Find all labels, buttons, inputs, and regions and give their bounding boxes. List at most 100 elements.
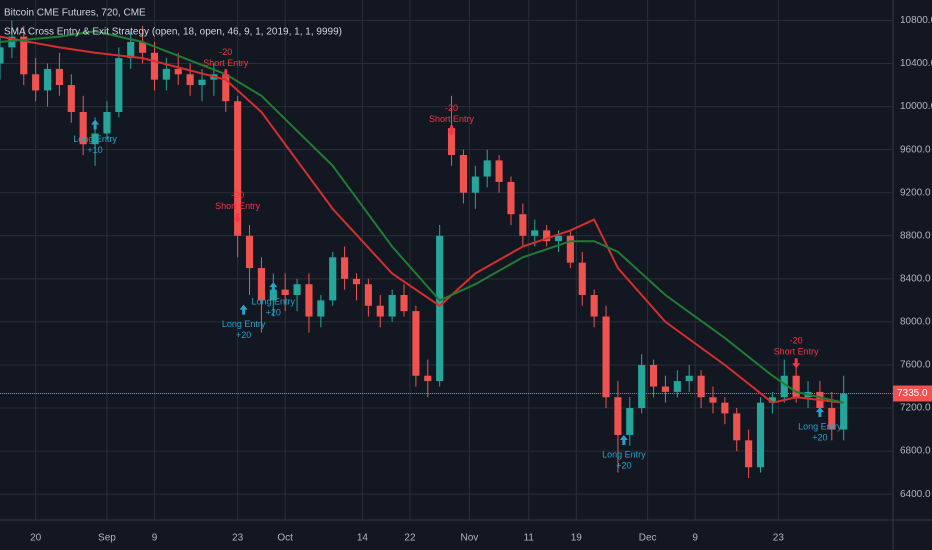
candle-body	[198, 79, 206, 86]
signal-label: Short Entry	[774, 347, 820, 357]
candle-body	[317, 300, 325, 317]
candle-body	[103, 111, 111, 134]
signal-qty: -20	[445, 103, 458, 113]
candle-body	[685, 375, 693, 382]
signal-qty: +20	[266, 307, 281, 317]
signal-label: Long Entry	[798, 421, 842, 431]
x-tick-label: 23	[773, 533, 785, 544]
signal-qty: +20	[812, 432, 827, 442]
candle-body	[638, 364, 646, 409]
candle-body	[721, 402, 729, 414]
x-tick-label: 19	[571, 533, 583, 544]
signal-label: Short Entry	[203, 58, 249, 68]
candle-body	[55, 68, 63, 86]
signal-qty: +10	[87, 145, 102, 155]
candle-body	[412, 311, 420, 376]
candle-body	[174, 68, 182, 75]
candle-body	[733, 413, 741, 441]
candle-body	[245, 235, 254, 269]
candle-body	[626, 408, 634, 435]
candle-body	[376, 305, 384, 317]
candle-body	[150, 52, 159, 80]
y-tick-label: 8800.0	[900, 230, 931, 241]
candle-body	[329, 257, 337, 301]
candle-body	[614, 397, 622, 435]
x-tick-label: Sep	[98, 533, 116, 544]
x-tick-label: 9	[152, 533, 158, 544]
signal-qty: -20	[219, 47, 232, 57]
candle-body	[661, 386, 670, 392]
x-tick-label: Oct	[277, 533, 293, 544]
last-price-tag	[893, 385, 932, 402]
candle-body	[115, 58, 123, 112]
candle-body	[79, 111, 87, 145]
candle-body	[709, 397, 717, 403]
y-tick-label: 9200.0	[900, 187, 931, 198]
candle-body	[305, 284, 313, 317]
long-arrow	[619, 434, 628, 445]
x-tick-label: 9	[692, 533, 698, 544]
short-arrow	[233, 212, 242, 223]
y-tick-label: 10400.0	[900, 58, 932, 69]
candle-body	[127, 41, 135, 59]
y-tick-label: 6400.0	[900, 489, 931, 500]
candle-body	[388, 294, 396, 317]
last-price-label: 7335.0	[897, 388, 928, 399]
sma-line	[0, 35, 844, 404]
candle-body	[495, 160, 503, 182]
candle-body	[768, 397, 776, 403]
candle-body	[32, 74, 40, 91]
candle-body	[352, 278, 361, 285]
candle-body	[0, 47, 4, 64]
y-tick-label: 10000.0	[900, 101, 932, 112]
candle-body	[257, 268, 265, 301]
short-arrow	[792, 358, 801, 369]
candle-body	[554, 235, 563, 242]
candle-body	[756, 402, 765, 468]
candle-body	[673, 381, 681, 392]
candle-body	[483, 160, 491, 177]
candle-body	[447, 128, 456, 156]
y-tick-label: 7200.0	[900, 403, 931, 414]
candle-body	[139, 41, 147, 53]
candle-body	[780, 375, 788, 398]
candle-body	[578, 262, 586, 295]
candle-body	[649, 364, 658, 387]
signal-label: Long Entry	[602, 449, 646, 459]
candle-body	[459, 155, 467, 193]
candle-body	[269, 289, 277, 301]
signal-label: Short Entry	[429, 114, 475, 124]
candle-body	[828, 408, 836, 430]
candle-body	[341, 257, 349, 279]
x-tick-label: Dec	[639, 533, 657, 544]
candle-body	[840, 393, 848, 430]
signal-label: Long Entry	[252, 296, 296, 306]
candle-body	[364, 284, 372, 306]
candle-body	[400, 294, 408, 312]
candle-body	[792, 375, 800, 398]
x-tick-label: 14	[357, 533, 369, 544]
candle-body	[43, 68, 52, 91]
candle-body	[162, 68, 170, 80]
y-tick-label: 10800.0	[900, 15, 932, 26]
y-tick-label: 8000.0	[900, 317, 931, 328]
x-tick-label: 23	[232, 533, 244, 544]
candle-body	[67, 85, 75, 112]
short-arrow	[221, 69, 230, 80]
candle-body	[507, 181, 515, 215]
strategy-label: SMA Cross Entry & Exit Strategy (open, 1…	[4, 27, 342, 38]
signal-label: Short Entry	[215, 201, 261, 211]
candle-body	[222, 74, 230, 102]
candle-body	[471, 176, 479, 193]
candle-body	[91, 133, 99, 145]
candle-body	[436, 235, 444, 382]
candle-body	[590, 294, 598, 317]
candle-body	[234, 101, 242, 236]
long-arrow	[239, 304, 248, 315]
candle-body	[531, 230, 539, 236]
long-arrow	[269, 282, 278, 293]
signal-qty: +20	[236, 330, 251, 340]
y-tick-label: 7600.0	[900, 360, 931, 371]
chart-title: Bitcoin CME Futures, 720, CME	[4, 8, 146, 19]
